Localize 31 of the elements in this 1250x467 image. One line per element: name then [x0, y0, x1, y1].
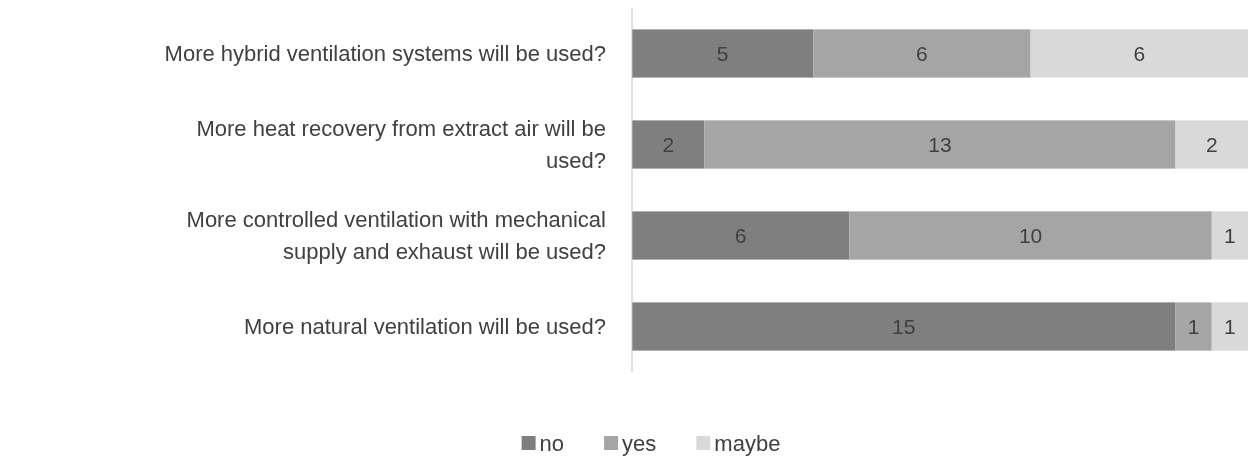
data-label: 1 — [1224, 314, 1236, 338]
bar — [704, 120, 1176, 169]
bar — [1211, 211, 1248, 260]
y-tick-label: More natural ventilation will be used? — [244, 314, 606, 340]
data-label: 6 — [916, 41, 928, 65]
y-tick-label: More heat recovery from extract air will be used? — [196, 116, 606, 174]
y-tick-label: More hybrid ventilation systems will be used? — [164, 41, 606, 67]
data-label: 15 — [892, 314, 916, 338]
legend-label: no — [539, 430, 565, 456]
bar — [632, 211, 850, 260]
data-label: 6 — [1133, 41, 1146, 65]
data-label: 13 — [928, 132, 952, 156]
bar — [632, 302, 1176, 351]
data-label: 6 — [734, 223, 747, 247]
bar — [1175, 120, 1248, 169]
legend-label: maybe — [714, 430, 781, 456]
bar — [632, 120, 705, 169]
data-label: 10 — [1018, 223, 1043, 247]
data-label: 2 — [1205, 132, 1218, 156]
bar — [1211, 302, 1248, 351]
data-label: 5 — [716, 41, 729, 65]
bar — [813, 29, 1031, 78]
data-label: 1 — [1224, 223, 1236, 247]
legend-label: yes — [622, 430, 657, 456]
data-label: 1 — [1187, 314, 1200, 338]
bar — [1175, 302, 1212, 351]
bar — [1030, 29, 1248, 78]
y-tick-label: More controlled ventilation with mechanical supply and exhaust will be used? — [186, 207, 606, 265]
data-label: 2 — [662, 132, 675, 156]
bar — [849, 211, 1212, 260]
bar — [632, 29, 814, 78]
